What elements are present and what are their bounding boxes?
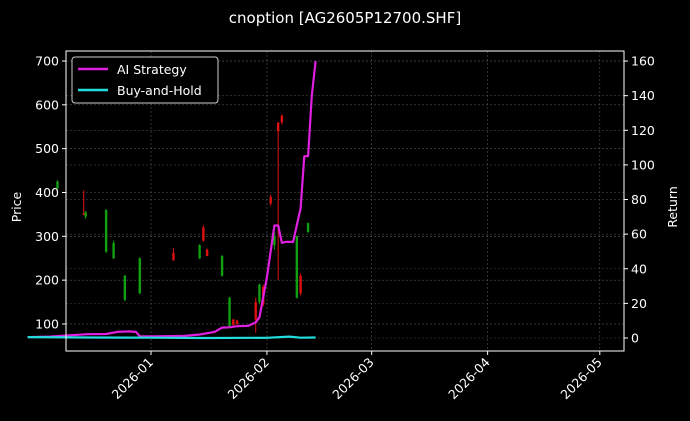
candle-body <box>138 258 141 294</box>
candle-body <box>254 302 257 320</box>
legend-box <box>71 56 219 104</box>
return-axis: 0 20 40 60 80 100 120 140 160 <box>624 54 655 346</box>
price-tick-label: 500 <box>35 141 59 156</box>
return-tick-label: 100 <box>631 157 655 172</box>
candle-body <box>172 252 175 261</box>
candle-body <box>235 320 239 324</box>
return-tick-label: 60 <box>631 227 647 242</box>
date-axis: 2026-01 2026-02 2026-03 2026-04 2026-05 <box>109 351 605 402</box>
candle-body <box>299 275 302 294</box>
legend: AI Strategy Buy-and-Hold <box>71 56 219 104</box>
date-tick-label: 2026-04 <box>445 354 493 402</box>
price-tick-label: 700 <box>35 54 59 69</box>
legend-label-buy-and-hold: Buy-and-Hold <box>117 83 202 98</box>
candle-body <box>228 297 231 327</box>
return-tick-label: 0 <box>631 331 639 346</box>
candle-body <box>202 227 205 241</box>
date-tick-label: 2026-01 <box>109 355 157 403</box>
candle-body <box>198 245 201 259</box>
candle-body <box>123 275 127 300</box>
chart-title: cnoption [AG2605P12700.SHF] <box>228 9 462 27</box>
return-tick-label: 140 <box>631 88 655 103</box>
price-tick-label: 600 <box>35 97 59 112</box>
price-tick-label: 100 <box>35 316 59 331</box>
price-tick-label: 200 <box>35 273 59 288</box>
return-tick-label: 160 <box>631 54 655 69</box>
candle-body <box>280 115 284 123</box>
price-tick-label: 300 <box>35 229 59 244</box>
buy-and-hold-line <box>27 335 316 340</box>
candle-body <box>104 210 108 252</box>
price-axis: 100 200 300 400 500 600 700 <box>35 54 66 331</box>
return-tick-label: 40 <box>631 261 647 276</box>
price-tick-label: 400 <box>35 185 59 200</box>
series-lines <box>27 60 317 340</box>
candle-body <box>295 236 299 298</box>
ai-strategy-line <box>27 60 317 339</box>
legend-label-ai-strategy: AI Strategy <box>117 62 187 77</box>
candle-body <box>84 212 87 217</box>
candle-body <box>273 236 276 246</box>
candle-body <box>112 242 115 259</box>
candle-body <box>232 319 235 325</box>
candle-body <box>82 213 85 216</box>
candle-body <box>258 284 261 303</box>
return-tick-label: 20 <box>631 296 647 311</box>
candle-body <box>276 122 280 132</box>
candle-body <box>220 256 224 276</box>
return-tick-label: 120 <box>631 123 655 138</box>
candlesticks <box>56 114 310 333</box>
candle-body <box>269 196 272 204</box>
price-axis-label: Price <box>9 191 24 222</box>
return-axis-label: Return <box>665 186 680 227</box>
candle-body <box>205 249 209 257</box>
date-tick-label: 2026-02 <box>225 355 273 403</box>
date-tick-label: 2026-05 <box>557 355 605 403</box>
return-tick-label: 80 <box>631 192 647 207</box>
candle-body <box>56 181 59 189</box>
plot-frame <box>65 50 625 352</box>
date-tick-label: 2026-03 <box>329 355 377 403</box>
candle-body <box>306 223 310 232</box>
